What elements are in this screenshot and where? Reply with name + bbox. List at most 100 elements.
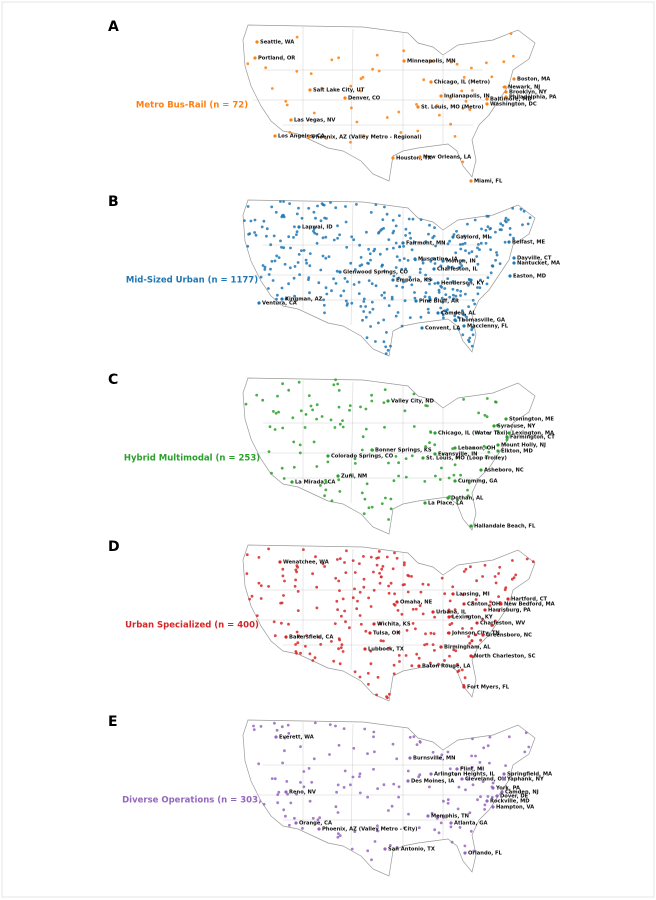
location-dot	[356, 599, 359, 603]
location-dot	[404, 654, 408, 657]
location-dot	[280, 621, 283, 625]
location-dot	[369, 211, 373, 214]
location-dot	[296, 641, 300, 645]
location-dot	[425, 642, 429, 646]
city-dot	[462, 602, 466, 606]
city-dot	[439, 645, 443, 649]
location-dot	[358, 562, 361, 565]
location-dot	[369, 555, 373, 559]
location-dot	[475, 579, 478, 583]
location-dot	[295, 630, 299, 634]
location-dot	[288, 266, 292, 270]
location-dot	[271, 279, 275, 282]
location-dot	[322, 298, 325, 302]
location-dot	[489, 248, 492, 251]
location-dot	[297, 253, 301, 256]
location-dot	[298, 443, 302, 447]
location-dot	[270, 259, 274, 263]
location-dot	[387, 584, 390, 588]
location-dot	[407, 574, 411, 578]
location-dot	[385, 212, 389, 216]
location-dot	[373, 840, 377, 843]
location-dot	[474, 598, 478, 601]
location-dot	[486, 276, 490, 279]
location-dot	[456, 315, 460, 319]
location-dot	[369, 662, 373, 666]
location-dot	[522, 209, 526, 213]
location-dot	[286, 792, 289, 796]
city-label: Lapwai, ID	[302, 225, 333, 231]
location-dot	[453, 314, 457, 318]
location-dot	[502, 60, 506, 64]
us-outline	[242, 377, 536, 535]
location-dot	[284, 814, 287, 818]
location-dot	[396, 311, 400, 314]
location-dot	[287, 622, 290, 626]
location-dot	[397, 110, 401, 114]
location-dot	[380, 567, 384, 571]
location-dot	[375, 693, 378, 697]
location-dot	[477, 243, 480, 246]
location-dot	[467, 481, 471, 485]
city-dot	[453, 446, 457, 450]
location-dot	[351, 596, 355, 600]
location-dot	[276, 293, 279, 297]
location-dot	[479, 278, 482, 282]
location-dot	[363, 727, 367, 731]
location-dot	[497, 595, 500, 598]
location-dot	[267, 547, 270, 551]
location-dot	[384, 352, 388, 356]
location-dot	[467, 305, 470, 308]
location-dot	[454, 649, 458, 653]
location-dot	[321, 562, 325, 566]
city-dot	[506, 597, 510, 601]
location-dot	[307, 276, 311, 279]
location-dot	[498, 262, 502, 265]
city-dot	[500, 790, 504, 794]
city-label: Las Vegas, NV	[294, 118, 335, 124]
city-label: North Charleston, SC	[474, 654, 536, 660]
location-dot	[428, 297, 432, 301]
location-dot	[367, 596, 370, 600]
location-dot	[334, 576, 338, 580]
city-dot	[451, 235, 455, 239]
location-dot	[319, 643, 323, 646]
location-dot	[466, 222, 469, 226]
location-dot	[406, 769, 410, 773]
location-dot	[245, 572, 249, 575]
location-dot	[267, 287, 270, 290]
city-label: Everett, WA	[279, 735, 314, 741]
location-dot	[342, 289, 346, 293]
location-dot	[446, 277, 450, 280]
location-dot	[490, 624, 494, 627]
location-dot	[490, 795, 494, 799]
location-dot	[294, 578, 297, 582]
location-dot	[450, 622, 454, 625]
location-dot	[314, 555, 317, 559]
location-dot	[475, 255, 479, 258]
location-dot	[372, 730, 376, 734]
location-dot	[451, 585, 455, 589]
location-dot	[321, 236, 325, 240]
location-dot	[408, 735, 412, 739]
location-dot	[253, 231, 256, 234]
location-dot	[440, 311, 444, 314]
location-dot	[329, 418, 333, 422]
location-dot	[370, 300, 374, 304]
location-dot	[424, 445, 427, 448]
location-dot	[344, 205, 347, 208]
location-dot	[495, 251, 498, 254]
location-dot	[313, 656, 317, 660]
location-dot	[423, 480, 427, 483]
us-outline	[242, 199, 536, 357]
location-dot	[324, 137, 328, 140]
location-dot	[341, 419, 344, 422]
city-label: Cleveland, OH	[465, 777, 506, 783]
location-dot	[426, 404, 429, 408]
location-dot	[464, 249, 467, 252]
location-dot	[404, 267, 407, 271]
panel-letter: E	[108, 714, 118, 730]
city-dot	[512, 256, 516, 260]
location-dot	[253, 218, 257, 222]
